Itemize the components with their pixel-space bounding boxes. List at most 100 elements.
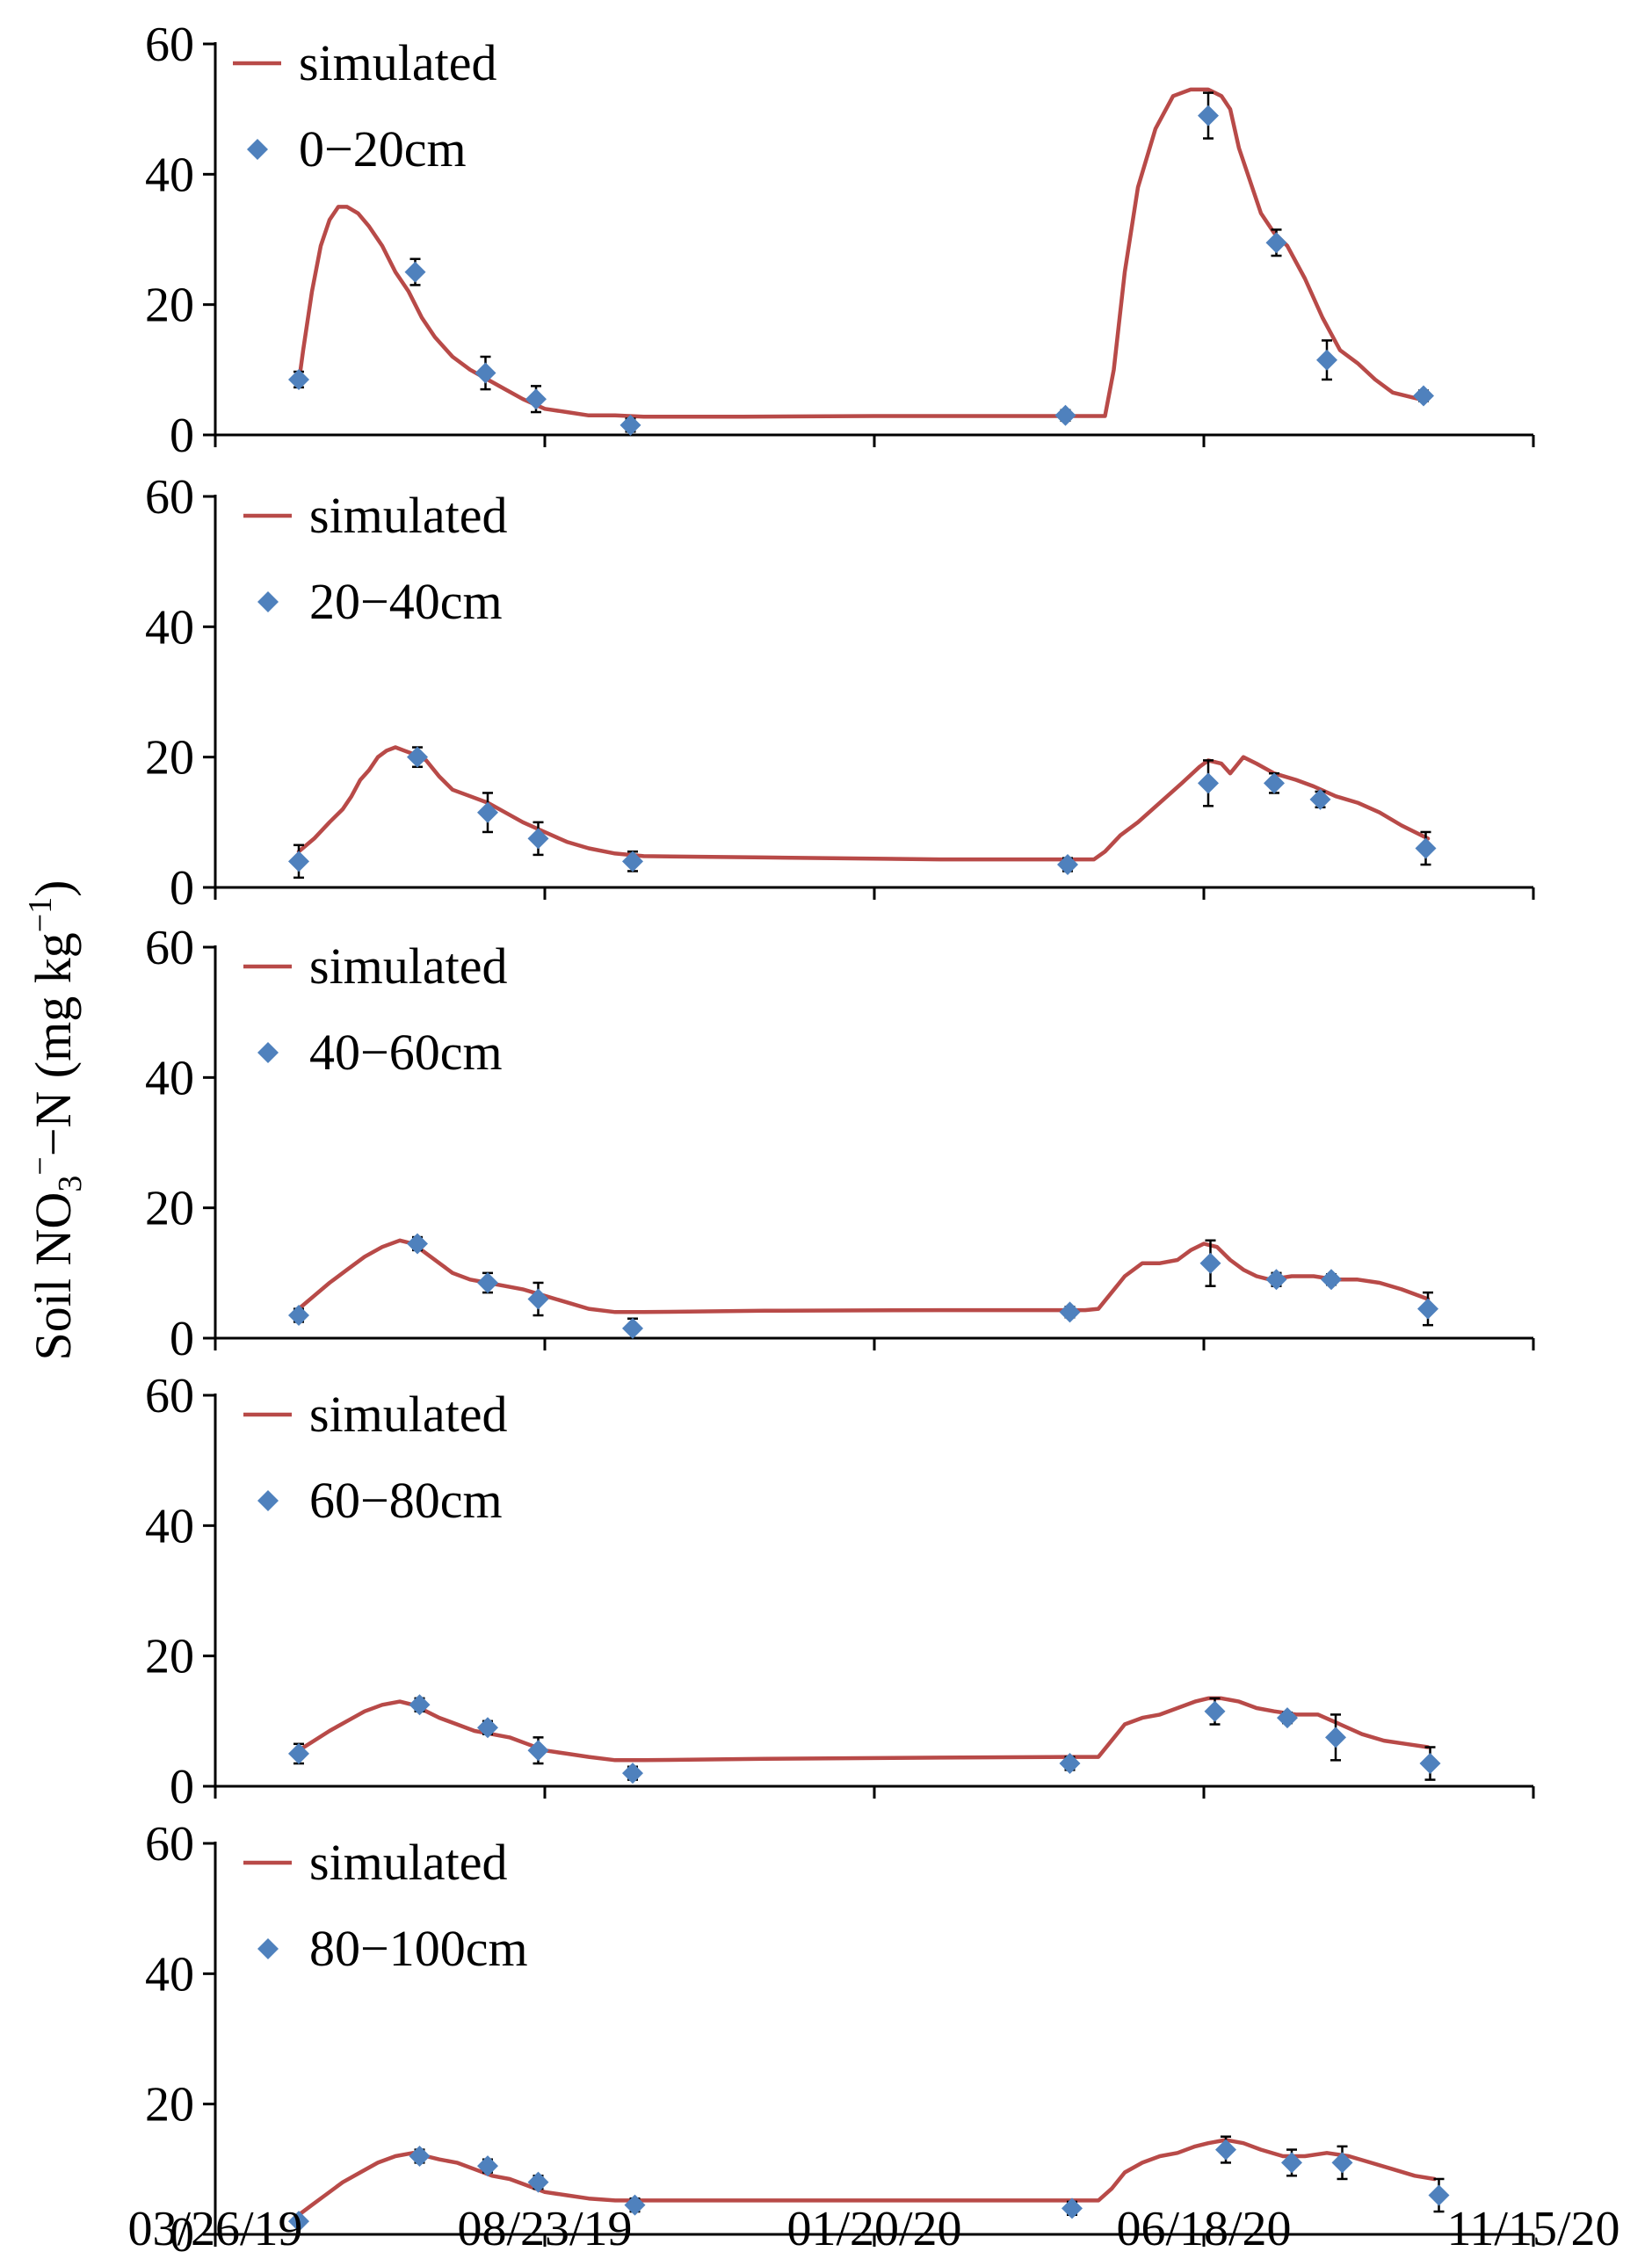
y-tick-label: 40 (145, 1947, 194, 2002)
y-label-sup: − (22, 1156, 59, 1175)
simulated-series-line (296, 745, 1431, 862)
y-label-rest: −N (mg kg (25, 932, 82, 1156)
legend-label-observed: 80−100cm (309, 1920, 528, 1977)
y-tick-label: 0 (170, 861, 194, 916)
y-tick-label: 40 (145, 148, 194, 202)
panel-0−20cm: 0 20 40 60 simulated 0−20cm (145, 18, 1535, 463)
legend-label-observed: 20−40cm (309, 573, 503, 630)
observed-point (288, 1305, 309, 1327)
observed-point (477, 2155, 498, 2177)
observed-point (1264, 772, 1285, 794)
panel-80−100cm: 0 20 40 60 simulated 80−100cm (145, 1817, 1535, 2262)
observed-point (527, 1288, 549, 1310)
x-tick-label: 06/18/20 (1116, 2202, 1291, 2256)
y-tick-label: 0 (170, 1312, 194, 1366)
y-tick-label: 40 (145, 1051, 194, 1105)
y-tick-label: 20 (145, 1182, 194, 1236)
observed-point (404, 261, 426, 283)
observed-point (1204, 1700, 1226, 1722)
observed-point (1277, 1707, 1298, 1729)
legend-label-simulated: simulated (309, 487, 508, 544)
observed-point (288, 1742, 309, 1764)
legend-label-simulated: simulated (309, 938, 508, 995)
observed-point (288, 368, 309, 390)
y-label-unit-sup: −1 (22, 897, 59, 932)
observed-point (1057, 854, 1078, 876)
y-tick-label: 40 (145, 1499, 194, 1553)
y-axis-label: Soil NO3−−N (mg kg−1) (22, 880, 89, 1361)
simulated-series-line (296, 1238, 1431, 1314)
y-tick-label: 0 (170, 1760, 194, 1814)
observed-point (1199, 1252, 1221, 1274)
observed-point (1281, 2152, 1302, 2174)
y-tick-label: 60 (145, 18, 194, 72)
y-tick-label: 20 (145, 279, 194, 333)
legend-label-observed: 60−80cm (309, 1472, 503, 1529)
observed-point (1061, 2197, 1083, 2219)
observed-point (624, 2194, 646, 2216)
observed-point (1413, 385, 1434, 407)
x-tick-label: 08/23/19 (457, 2202, 632, 2256)
observed-point (527, 2171, 549, 2193)
legend-label-observed: 0−20cm (299, 120, 467, 177)
observed-point (477, 1717, 498, 1739)
legend-marker-swatch (257, 591, 279, 612)
legend-label-simulated: simulated (299, 34, 497, 91)
y-tick-label: 0 (170, 409, 194, 463)
observed-point (1059, 1753, 1081, 1775)
observed-point (288, 851, 309, 872)
observed-point (407, 746, 428, 768)
panel-60−80cm: 0 20 40 60 simulated 60−80cm (145, 1369, 1535, 1814)
observed-point (1325, 1727, 1346, 1748)
y-tick-label: 60 (145, 1817, 194, 1871)
observed-point (527, 828, 549, 850)
observed-point (622, 1763, 643, 1785)
legend-label-simulated: simulated (309, 1834, 508, 1891)
observed-point (1309, 788, 1331, 810)
legend-marker-swatch (257, 1938, 279, 1959)
x-axis-labels: 03/26/19 08/23/19 01/20/20 06/18/20 11/1… (127, 2202, 1619, 2256)
observed-point (1331, 2152, 1353, 2174)
observed-point (475, 362, 496, 384)
x-tick-label: 03/26/19 (127, 2202, 302, 2256)
y-tick-label: 60 (145, 921, 194, 975)
observed-point (527, 1740, 549, 1762)
simulated-series-line (296, 1696, 1431, 1763)
x-tick-label: 11/15/20 (1446, 2202, 1619, 2256)
observed-point (1415, 837, 1437, 859)
observed-point (1316, 349, 1337, 371)
y-label-close: ) (25, 880, 82, 897)
observed-point (1265, 1269, 1287, 1291)
y-tick-label: 60 (145, 470, 194, 525)
y-tick-label: 20 (145, 731, 194, 785)
observed-point (1198, 772, 1219, 794)
observed-point (1417, 1298, 1438, 1320)
y-label-sub: 3 (52, 1176, 89, 1192)
observed-point (622, 1317, 643, 1339)
y-label-main: Soil NO (25, 1192, 82, 1361)
y-tick-label: 20 (145, 2078, 194, 2132)
observed-point (477, 1271, 498, 1293)
observed-point (1428, 2184, 1450, 2206)
legend-marker-swatch (257, 1490, 279, 1511)
observed-point (1265, 232, 1287, 254)
observed-point (622, 851, 643, 872)
observed-point (288, 2211, 309, 2233)
y-tick-label: 20 (145, 1630, 194, 1684)
observed-point (477, 801, 498, 823)
y-tick-label: 40 (145, 600, 194, 655)
observed-point (1215, 2139, 1236, 2161)
observed-point (409, 1694, 431, 1716)
legend-marker-swatch (257, 1042, 279, 1063)
observed-point (1059, 1301, 1081, 1323)
simulated-series-line (296, 87, 1422, 419)
legend-label-observed: 40−60cm (309, 1024, 503, 1081)
observed-point (1419, 1753, 1441, 1775)
observed-point (409, 2146, 431, 2167)
legend-label-simulated: simulated (309, 1386, 508, 1443)
observed-point (620, 414, 641, 436)
observed-point (407, 1233, 428, 1255)
observed-point (1054, 404, 1076, 426)
panel-40−60cm: 0 20 40 60 simulated 40−60cm (145, 921, 1535, 1366)
